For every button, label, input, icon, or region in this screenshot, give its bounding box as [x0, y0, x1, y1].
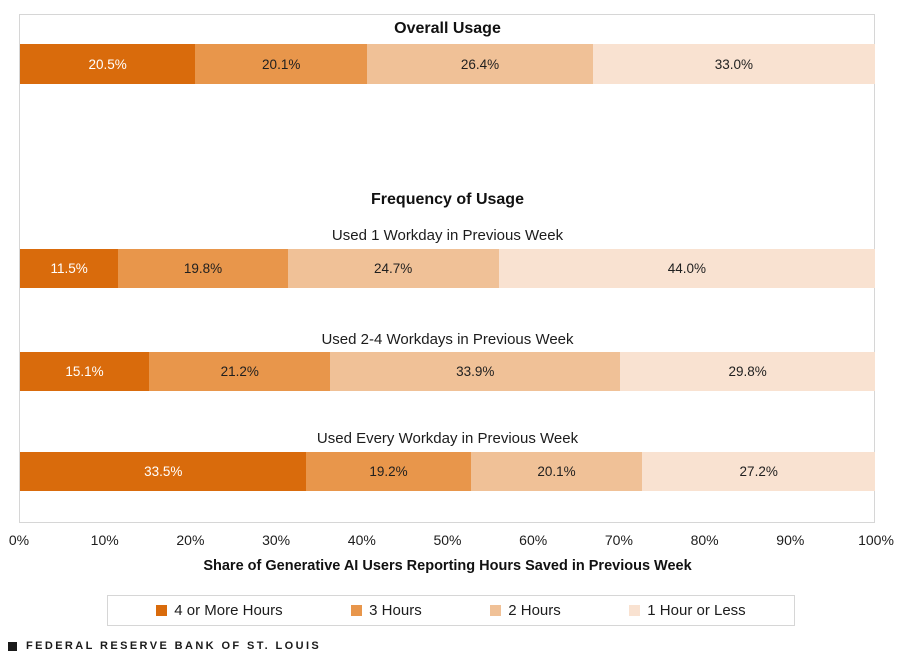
bar-segment-1-hour-or-less: 33.0% — [592, 44, 875, 84]
bar-segment-2-hours: 20.1% — [470, 452, 643, 491]
bar-segment-value-label: 29.8% — [728, 364, 767, 379]
bar-segment-3-hours: 21.2% — [149, 352, 331, 391]
stl-fed-square-icon — [8, 641, 17, 651]
bar-segment-value-label: 11.5% — [50, 261, 88, 276]
bar-segment-value-label: 27.2% — [739, 464, 778, 479]
bar-segment-4-or-more-hours: 33.5% — [20, 452, 307, 491]
legend-item-3-hours: 3 Hours — [351, 602, 422, 619]
bar-segment-value-label: 21.2% — [220, 364, 259, 379]
bar-used-1-workday: 11.5% 19.8% 24.7% 44.0% — [20, 249, 875, 288]
x-axis-tick-10: 10% — [90, 532, 119, 548]
x-axis-tick-60: 60% — [519, 532, 548, 548]
x-axis-tick-50: 50% — [433, 532, 462, 548]
bar-segment-value-label: 20.5% — [88, 56, 127, 72]
bar-segment-value-label: 26.4% — [460, 56, 500, 72]
legend-label: 2 Hours — [508, 602, 561, 619]
bar-segment-3-hours: 20.1% — [195, 44, 368, 84]
bar-segment-value-label: 20.1% — [262, 56, 301, 72]
legend-item-4-or-more-hours: 4 or More Hours — [156, 602, 283, 619]
x-axis-tick-70: 70% — [604, 532, 633, 548]
row-heading-used-1-workday: Used 1 Workday in Previous Week — [331, 227, 564, 244]
bar-segment-value-label: 24.7% — [374, 261, 413, 276]
row-heading-used-every-workday: Used Every Workday in Previous Week — [316, 430, 579, 447]
x-axis-tick-20: 20% — [176, 532, 205, 548]
x-axis-tick-labels: 0% 10% 20% 30% 40% 50% 60% 70% 80% 90% 100% — [9, 532, 894, 552]
bar-segment-value-label: 44.0% — [667, 261, 706, 276]
legend-item-1-hour-or-less: 1 Hour or Less — [629, 602, 746, 619]
chart-title-overall-usage: Overall Usage — [394, 20, 501, 37]
bar-segment-value-label: 33.0% — [714, 56, 754, 72]
bar-segment-3-hours: 19.8% — [118, 249, 288, 288]
x-axis-tick-90: 90% — [776, 532, 805, 548]
x-axis-tick-100: 100% — [858, 532, 894, 548]
legend-label: 4 or More Hours — [174, 602, 283, 619]
bar-overall-usage: 20.5% 20.1% 26.4% 33.0% — [20, 44, 875, 84]
legend: 4 or More Hours 3 Hours 2 Hours 1 Hour or L… — [107, 595, 795, 626]
row-heading-used-2-4-workdays: Used 2-4 Workdays in Previous Week — [321, 331, 574, 348]
bar-segment-4-or-more-hours: 11.5% — [20, 249, 119, 288]
bar-segment-1-hour-or-less: 44.0% — [498, 249, 875, 288]
legend-label: 1 Hour or Less — [647, 602, 746, 619]
legend-swatch-icon — [490, 605, 502, 616]
bar-used-every-workday: 33.5% 19.2% 20.1% 27.2% — [20, 452, 875, 491]
bar-segment-3-hours: 19.2% — [306, 452, 471, 491]
legend-swatch-icon — [629, 605, 641, 616]
bar-segment-4-or-more-hours: 15.1% — [20, 352, 150, 391]
legend-swatch-icon — [351, 605, 363, 616]
bar-segment-2-hours: 33.9% — [330, 352, 621, 391]
x-axis-tick-30: 30% — [262, 532, 291, 548]
bar-segment-value-label: 19.2% — [369, 464, 408, 479]
x-axis-tick-40: 40% — [347, 532, 376, 548]
bar-segment-value-label: 33.9% — [456, 364, 495, 379]
bar-segment-2-hours: 26.4% — [367, 44, 593, 84]
legend-label: 3 Hours — [369, 602, 422, 619]
x-axis-tick-0: 0% — [8, 532, 30, 548]
source-attribution: FEDERAL RESERVE BANK OF ST. LOUIS — [8, 640, 321, 652]
section-title-frequency-of-usage: Frequency of Usage — [371, 191, 524, 208]
legend-swatch-icon — [156, 605, 168, 616]
bar-segment-1-hour-or-less: 29.8% — [620, 352, 875, 391]
bar-segment-2-hours: 24.7% — [287, 249, 499, 288]
bar-segment-1-hour-or-less: 27.2% — [642, 452, 875, 491]
x-axis-tick-80: 80% — [690, 532, 719, 548]
bar-used-2-4-workdays: 15.1% 21.2% 33.9% 29.8% — [20, 352, 875, 391]
bar-segment-value-label: 20.1% — [537, 464, 576, 479]
x-axis-title: Share of Generative AI Users Reporting H… — [203, 558, 692, 574]
source-text: FEDERAL RESERVE BANK OF ST. LOUIS — [26, 640, 322, 652]
bar-segment-4-or-more-hours: 20.5% — [20, 44, 196, 84]
bar-segment-value-label: 15.1% — [65, 364, 104, 379]
bar-segment-value-label: 19.8% — [183, 261, 223, 276]
legend-item-2-hours: 2 Hours — [490, 602, 561, 619]
bar-segment-value-label: 33.5% — [144, 464, 183, 479]
